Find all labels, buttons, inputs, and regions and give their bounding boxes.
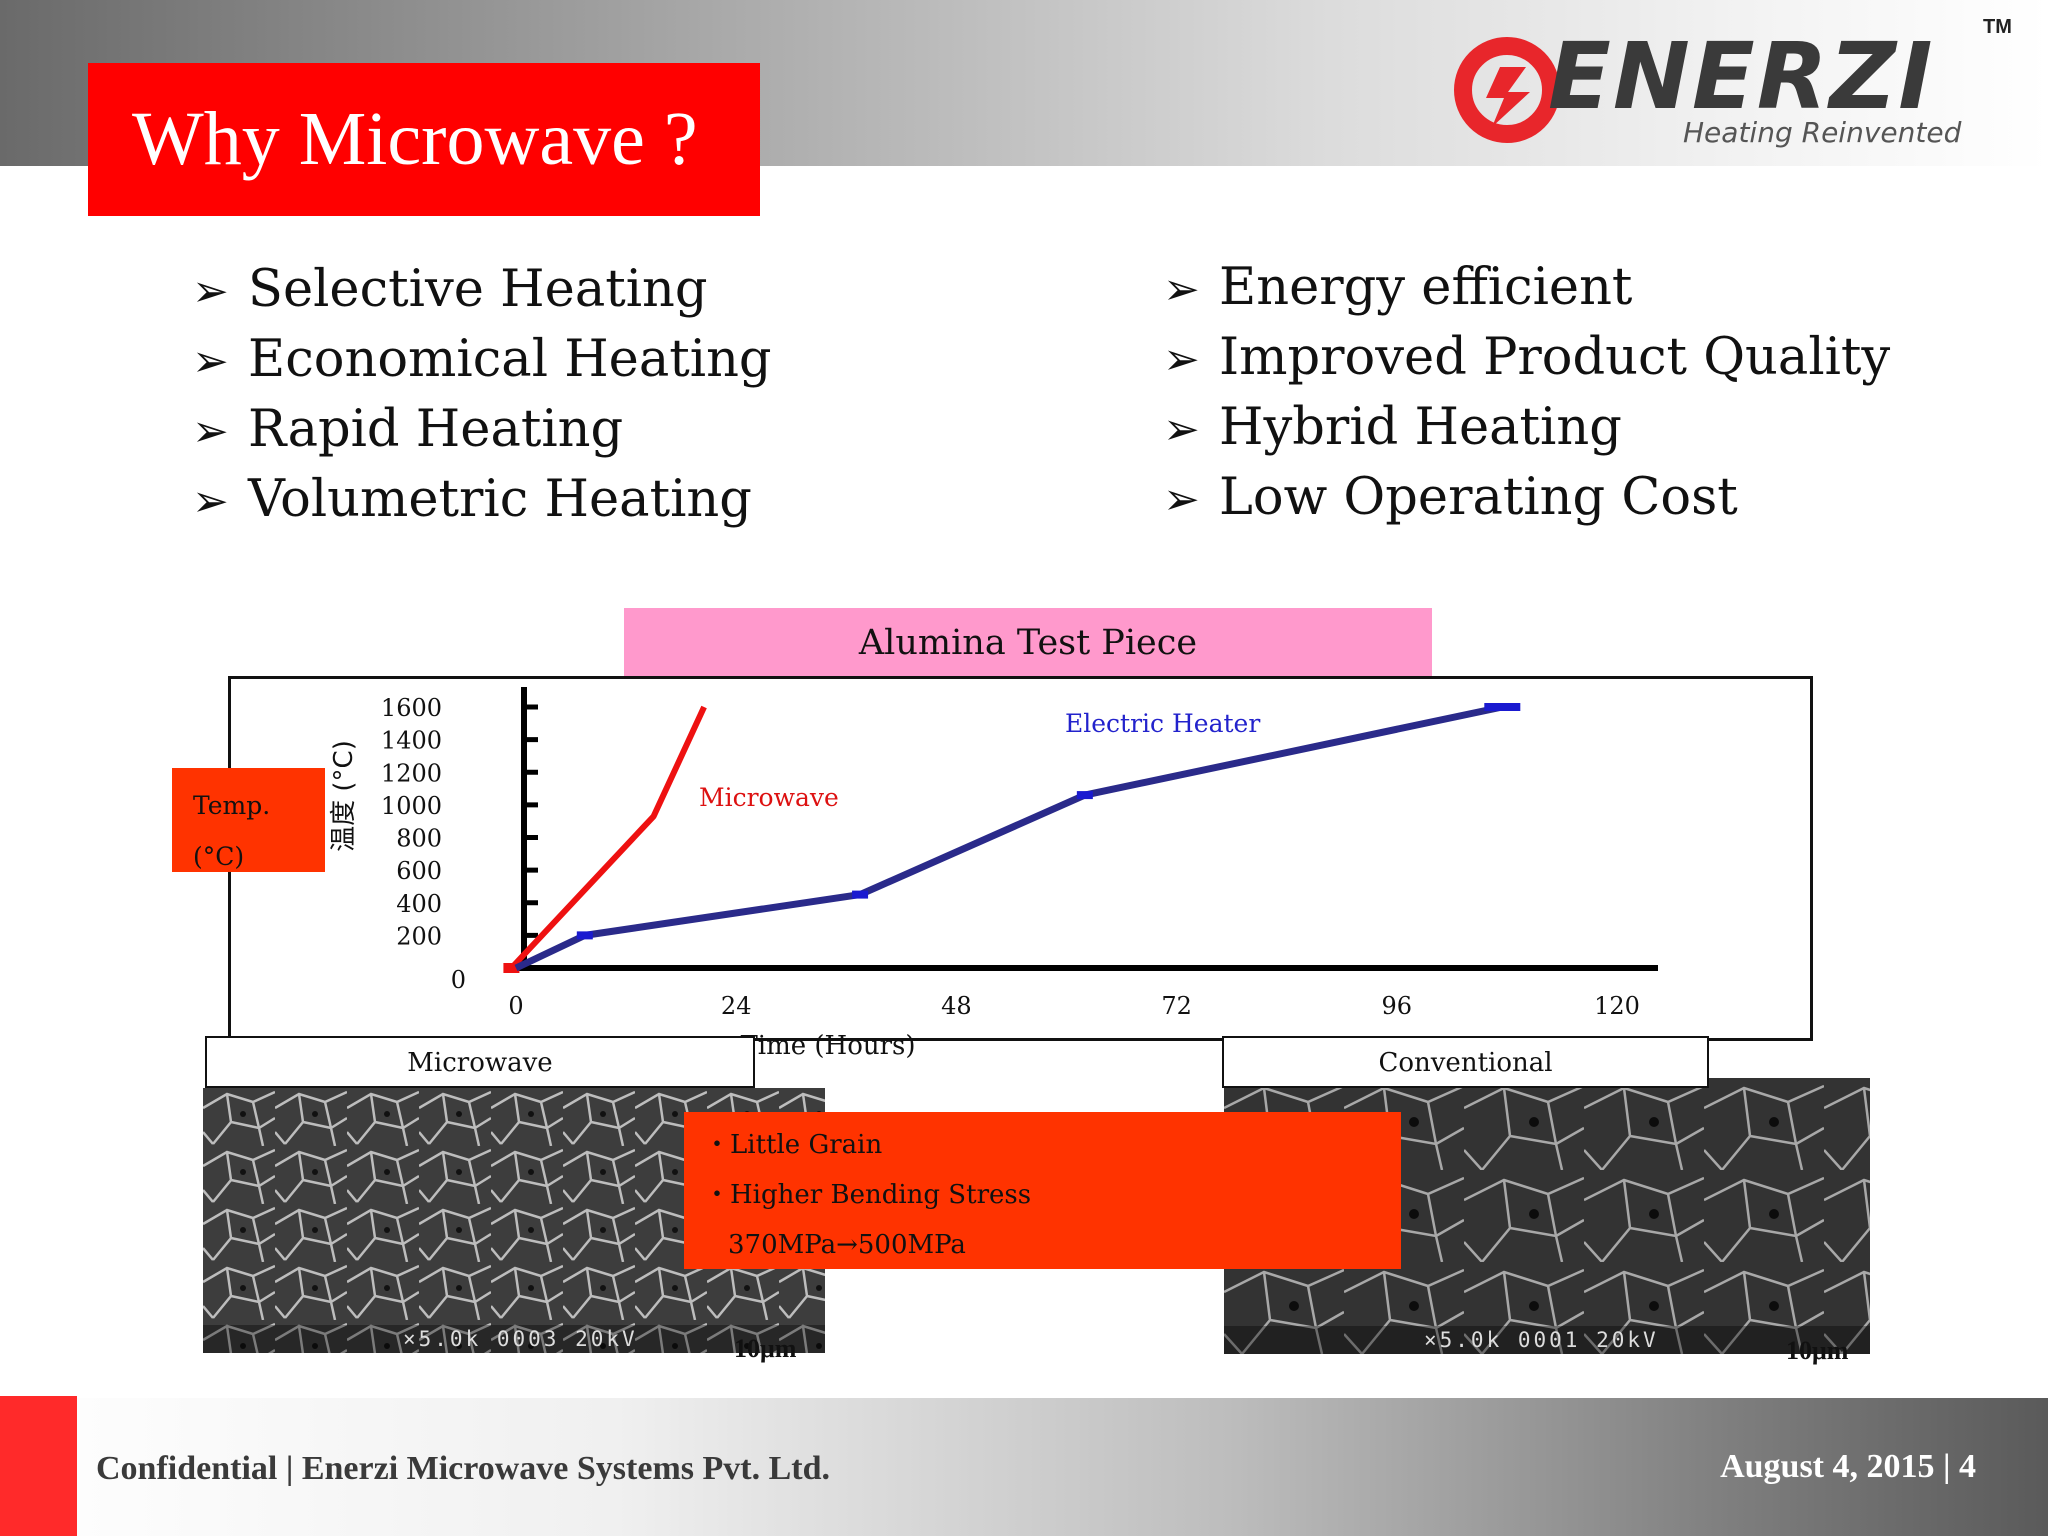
bullet-text: Selective Heating — [248, 260, 708, 319]
bullet-item: ➢ Low Operating Cost — [1163, 464, 1890, 534]
y-tick-label: 600 — [396, 857, 442, 885]
x-axis-label: Time (Hours) — [740, 1031, 915, 1061]
data-point — [576, 931, 593, 940]
bullet-text: Improved Product Quality — [1219, 328, 1891, 387]
microwave-image-label: Microwave — [205, 1036, 755, 1088]
x-tick-label: 24 — [721, 992, 752, 1020]
data-point — [503, 963, 520, 973]
y-tick-label: 200 — [396, 922, 442, 950]
x-tick-label: 0 — [508, 992, 523, 1020]
data-point — [852, 890, 869, 899]
sem-caption: ×5.0k 0001 20kV — [1424, 1328, 1659, 1352]
callout-line: ・Higher Bending Stress — [704, 1180, 1032, 1210]
arrow-bullet-icon: ➢ — [1163, 404, 1200, 455]
temp-unit: (°C) — [193, 842, 245, 871]
arrow-bullet-icon: ➢ — [192, 476, 229, 527]
bullet-item: ➢ Volumetric Heating — [192, 466, 772, 536]
arrow-bullet-icon: ➢ — [1163, 264, 1200, 315]
bullet-text: Hybrid Heating — [1219, 398, 1622, 457]
y-axis-label: 温度 (°C) — [329, 740, 359, 852]
x-tick-label: 120 — [1594, 992, 1640, 1020]
logo-tagline: Heating Reinvented — [1683, 116, 1962, 149]
bullet-list-right: ➢ Energy efficient ➢ Improved Product Qual… — [1163, 254, 1890, 534]
y-tick-label: 400 — [396, 890, 442, 918]
x-tick-label: 72 — [1161, 992, 1192, 1020]
chart-heading: Alumina Test Piece — [624, 608, 1432, 676]
series-microwave-line — [509, 705, 707, 971]
bullet-item: ➢ Hybrid Heating — [1163, 394, 1890, 464]
chart-frame — [228, 676, 1813, 1041]
series-label-microwave: Microwave — [699, 783, 839, 812]
bullet-item: ➢ Economical Heating — [192, 326, 772, 396]
bullet-item: ➢ Improved Product Quality — [1163, 324, 1890, 394]
sem-info-bar — [203, 1325, 825, 1353]
bullet-text: Rapid Heating — [248, 400, 624, 459]
y-tick-label: 0 — [451, 966, 466, 994]
bullet-item: ➢ Selective Heating — [192, 256, 772, 326]
x-tick-label: 96 — [1382, 992, 1413, 1020]
bullet-text: Economical Heating — [248, 330, 772, 389]
footer-confidential: Confidential | Enerzi Microwave Systems … — [96, 1450, 831, 1487]
callout-line: ・Little Grain — [704, 1130, 883, 1160]
conventional-image-label: Conventional — [1222, 1036, 1709, 1088]
series-label-electric: Electric Heater — [1065, 709, 1260, 738]
bullet-text: Energy efficient — [1219, 258, 1633, 317]
scale-label-right: 10μm — [1786, 1336, 1849, 1365]
y-tick-label: 1200 — [381, 759, 442, 787]
y-tick-label: 800 — [396, 825, 442, 853]
temperature-chart: 0 200 400 600 800 1000 1200 1400 1600 0 24 48 72 96 12… — [329, 687, 1658, 1061]
callout-line: 370MPa→500MPa — [728, 1230, 966, 1260]
arrow-bullet-icon: ➢ — [192, 336, 229, 387]
arrow-bullet-icon: ➢ — [192, 266, 229, 317]
slide-title: Why Microwave ? — [88, 63, 760, 216]
y-tick-label: 1000 — [381, 792, 442, 820]
logo-trademark: TM — [1983, 16, 2012, 38]
data-point — [1076, 791, 1093, 800]
arrow-bullet-icon: ➢ — [1163, 474, 1200, 525]
arrow-bullet-icon: ➢ — [192, 406, 229, 457]
logo-brand-text: ENERZI — [1548, 23, 1935, 130]
sem-info-bar — [1224, 1326, 1870, 1354]
footer-accent-square — [0, 1396, 77, 1536]
arrow-bullet-icon: ➢ — [1163, 334, 1200, 385]
y-tick-label: 1600 — [381, 694, 442, 722]
series-electric-line — [514, 703, 1504, 972]
temp-label: Temp. — [193, 791, 271, 820]
bullet-text: Low Operating Cost — [1219, 468, 1738, 527]
temp-label-box: Temp. (°C) — [172, 768, 325, 872]
bullet-item: ➢ Rapid Heating — [192, 396, 772, 466]
footer-date-page: August 4, 2015 | 4 — [1720, 1448, 1976, 1485]
x-tick-label: 48 — [941, 992, 972, 1020]
callout-box: ・Little Grain ・Higher Bending Stress 370… — [684, 1112, 1401, 1269]
scale-label-left: 10μm — [734, 1334, 797, 1363]
bullet-item: ➢ Energy efficient — [1163, 254, 1890, 324]
footer-gradient-bar — [0, 1398, 2048, 1536]
bullet-list-left: ➢ Selective Heating ➢ Economical Heating ➢… — [192, 256, 772, 536]
y-tick-label: 1400 — [381, 727, 442, 755]
enerzi-logo-icon — [1454, 37, 1560, 143]
data-point — [1484, 703, 1521, 711]
sem-caption: ×5.0k 0003 20kV — [403, 1327, 638, 1351]
bullet-text: Volumetric Heating — [248, 470, 752, 529]
